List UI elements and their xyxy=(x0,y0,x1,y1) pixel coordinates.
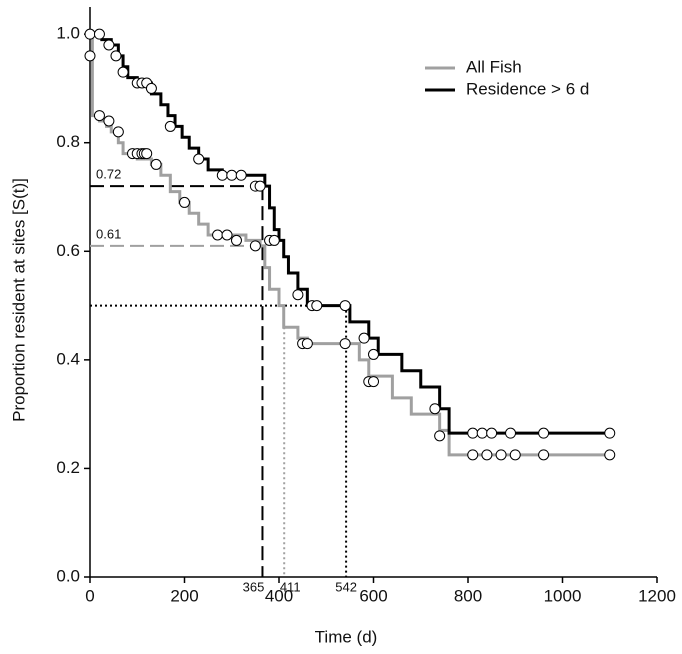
y-axis-title: Proportion resident at sites [S(t)] xyxy=(9,178,28,422)
guide-label: 0.72 xyxy=(96,167,121,182)
censor-marker xyxy=(301,338,313,350)
x-tick-label: 1200 xyxy=(638,586,676,605)
x-tick-label: 600 xyxy=(359,586,387,605)
censor-marker xyxy=(221,229,233,241)
censor-marker xyxy=(103,39,115,51)
x-axis-title: Time (d) xyxy=(315,627,378,646)
censor-marker xyxy=(93,110,105,122)
censor-marker xyxy=(110,50,122,62)
censor-marker xyxy=(93,28,105,40)
censor-marker xyxy=(226,169,238,181)
censor-marker xyxy=(339,300,351,312)
guide-label: 0.61 xyxy=(96,226,121,241)
censor-marker xyxy=(429,403,441,415)
censor-marker xyxy=(467,449,479,461)
censor-marker xyxy=(216,169,228,181)
guide-label: 542 xyxy=(335,579,357,594)
x-tick-label: 0 xyxy=(85,586,94,605)
censor-marker xyxy=(150,158,162,170)
censor-marker xyxy=(145,82,157,94)
censor-marker xyxy=(103,115,115,127)
censor-marker xyxy=(84,50,96,62)
censor-marker xyxy=(358,332,370,344)
guide-label: 365 xyxy=(243,579,265,594)
censor-marker xyxy=(495,449,507,461)
censor-marker xyxy=(604,449,616,461)
x-tick-label: 1000 xyxy=(544,586,582,605)
censor-marker xyxy=(179,196,190,208)
censor-marker xyxy=(434,430,446,442)
censor-marker xyxy=(311,300,323,312)
censor-marker xyxy=(254,180,266,192)
y-tick-label: 1.0 xyxy=(56,24,80,43)
legend-label: Residence > 6 d xyxy=(466,79,589,98)
censor-marker xyxy=(235,169,247,181)
y-tick-label: 0.4 xyxy=(56,349,80,368)
censor-marker xyxy=(476,427,488,439)
censor-marker xyxy=(538,449,550,461)
censor-marker xyxy=(212,229,224,241)
y-tick-label: 0.6 xyxy=(56,241,80,260)
censor-marker xyxy=(249,240,261,252)
censor-marker xyxy=(117,66,129,78)
censor-marker xyxy=(112,126,124,138)
x-tick-label: 200 xyxy=(170,586,198,605)
censor-marker xyxy=(141,148,153,160)
censor-marker xyxy=(84,28,96,40)
censor-marker xyxy=(164,120,176,132)
censor-marker xyxy=(509,449,521,461)
censor-marker xyxy=(268,234,280,246)
censor-marker xyxy=(193,153,205,165)
y-tick-label: 0.0 xyxy=(56,566,80,585)
legend-label: All Fish xyxy=(466,57,522,76)
x-tick-label: 800 xyxy=(454,586,482,605)
censor-marker xyxy=(481,449,493,461)
guide-label: 411 xyxy=(280,579,301,594)
censor-marker xyxy=(538,427,550,439)
censor-marker xyxy=(368,348,379,360)
censor-marker xyxy=(505,427,517,439)
censor-marker xyxy=(604,427,616,439)
censor-marker xyxy=(292,289,304,301)
y-tick-label: 0.8 xyxy=(56,132,80,151)
y-tick-label: 0.2 xyxy=(56,458,80,477)
censor-marker xyxy=(467,427,479,439)
censor-marker xyxy=(486,427,498,439)
censor-marker xyxy=(230,234,242,246)
censor-marker xyxy=(339,338,351,350)
censor-marker xyxy=(368,376,379,388)
x-tick-label: 400 xyxy=(265,586,293,605)
